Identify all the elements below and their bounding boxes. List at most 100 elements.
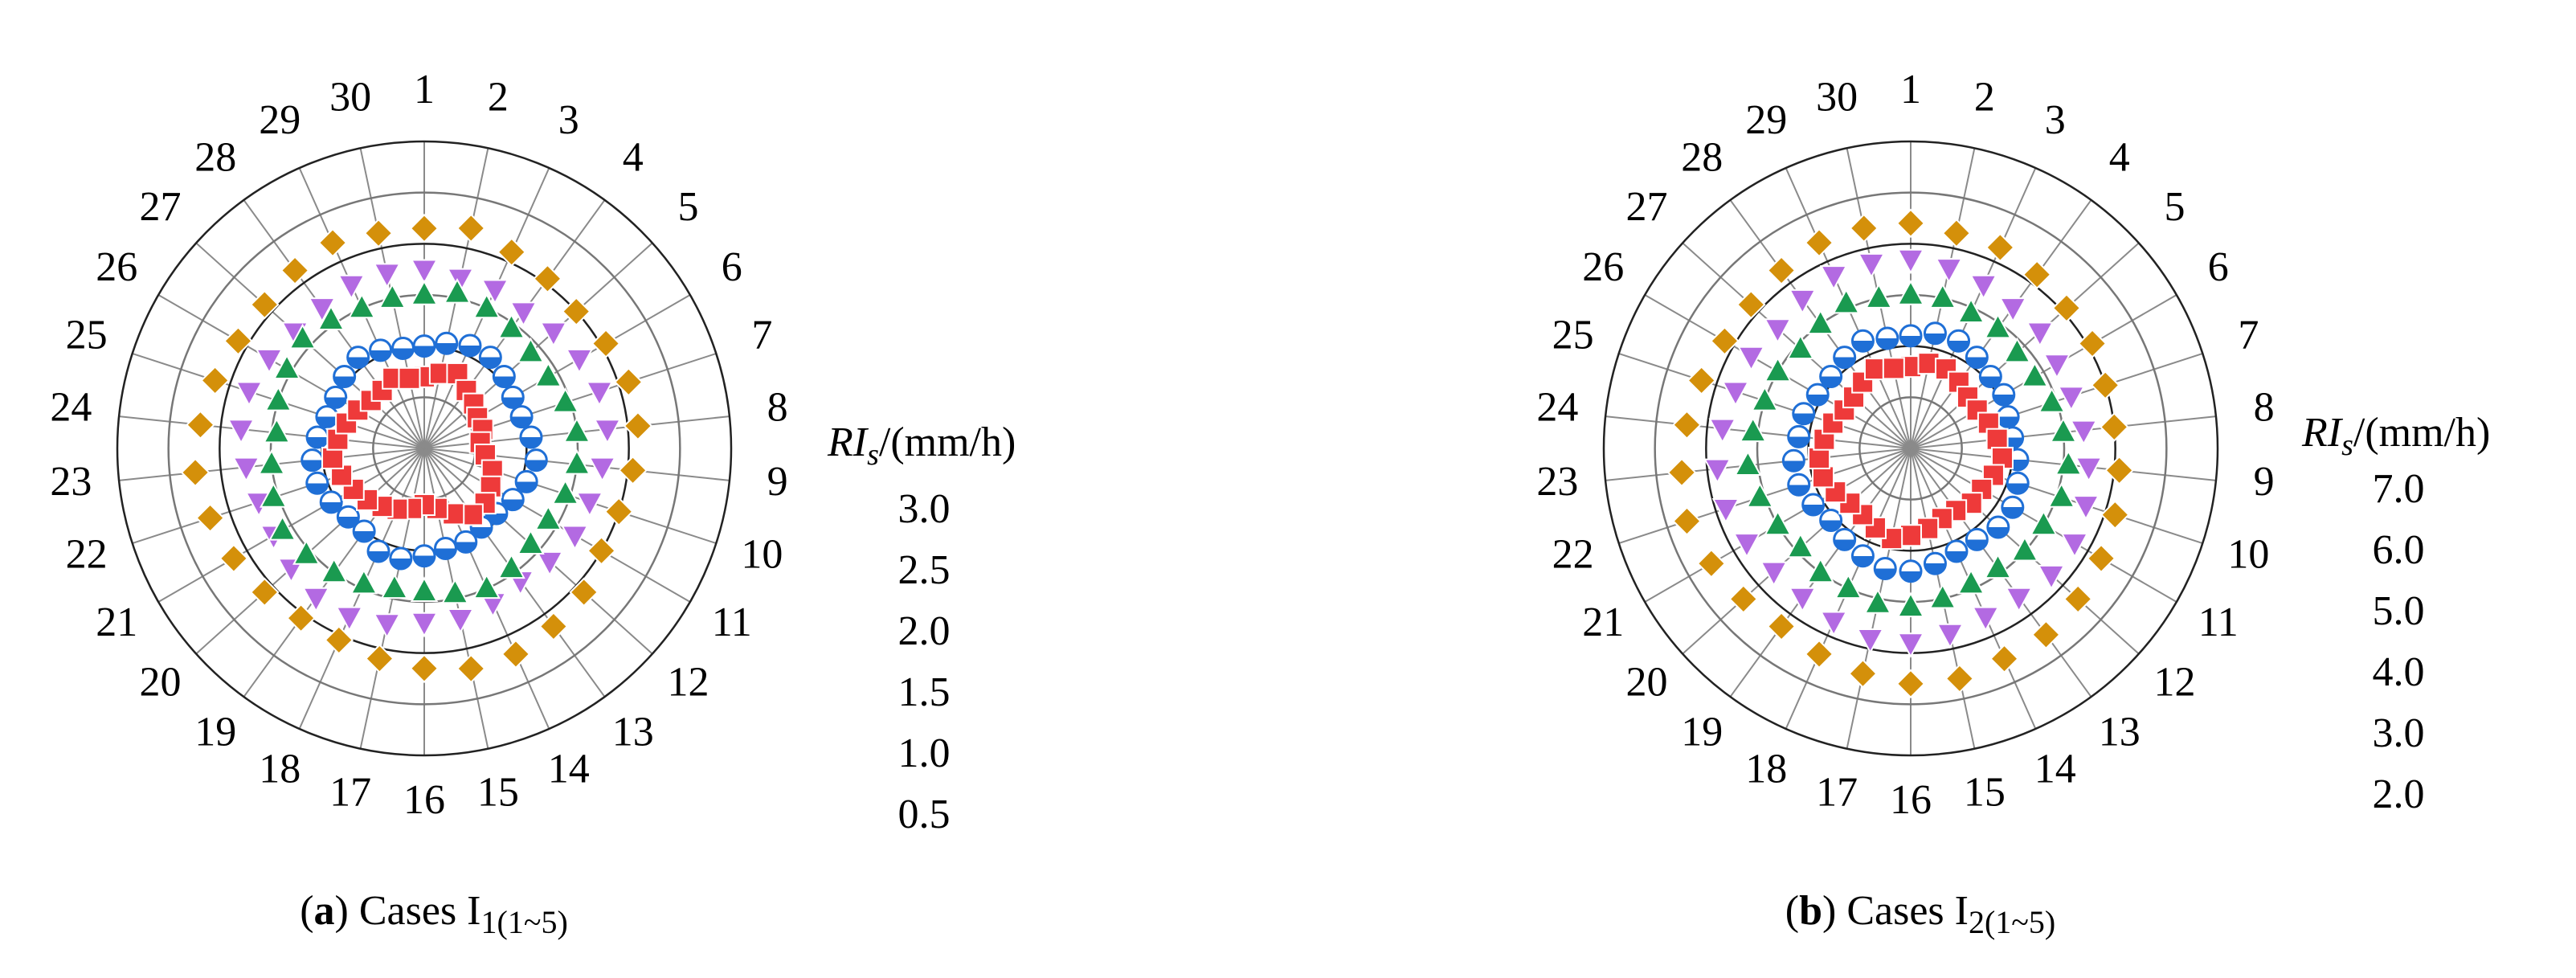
direction-label: 24	[1536, 385, 1578, 431]
marker	[1935, 258, 1963, 284]
marker	[1710, 325, 1740, 356]
direction-label: 13	[2099, 710, 2141, 755]
marker	[497, 313, 525, 339]
marker	[1992, 383, 2016, 407]
marker	[433, 537, 457, 561]
r-tick-label: 1.0	[898, 730, 951, 776]
direction-label: 16	[1890, 777, 1932, 823]
direction-label: 24	[50, 385, 92, 431]
marker	[1896, 280, 1925, 305]
marker	[288, 323, 317, 350]
marker	[1805, 383, 1830, 407]
marker	[1875, 326, 1899, 350]
r-tick-label: 5.0	[2373, 588, 2425, 634]
r-tick-label: 0.5	[898, 792, 951, 837]
direction-label: 6	[2208, 244, 2229, 290]
direction-label: 27	[140, 184, 182, 230]
polar-chart: 7.06.05.04.03.02.01 234567891011121314151…	[1536, 67, 2490, 940]
marker	[1947, 329, 1971, 353]
marker	[348, 293, 376, 319]
r-tick-label: 3.0	[898, 486, 951, 532]
marker	[378, 283, 407, 309]
marker	[1895, 208, 1926, 239]
marker	[1848, 658, 1878, 689]
ring	[167, 191, 681, 706]
direction-label: 1	[1900, 67, 1921, 113]
marker	[565, 348, 594, 374]
marker	[446, 608, 475, 634]
marker	[1672, 506, 1702, 536]
marker	[350, 568, 378, 595]
marker	[551, 479, 579, 505]
marker	[1944, 539, 1969, 563]
marker	[1788, 288, 1817, 315]
direction-label: 23	[50, 459, 92, 505]
marker	[1998, 297, 2027, 323]
direction-label: 20	[1626, 660, 1668, 706]
marker	[2069, 419, 2098, 446]
marker	[366, 539, 390, 563]
marker	[391, 336, 415, 360]
marker	[1971, 606, 2000, 632]
direction-label: 25	[1552, 312, 1594, 358]
marker	[1788, 587, 1817, 613]
marker	[1819, 508, 1843, 532]
r-axis-label-unit: /(mm/h)	[2353, 410, 2490, 456]
marker	[389, 546, 413, 571]
direction-label: 23	[1536, 459, 1578, 505]
marker	[336, 505, 360, 529]
direction-label: 21	[96, 599, 137, 645]
marker	[1806, 557, 1835, 583]
direction-label: 6	[722, 244, 742, 290]
marker	[410, 259, 439, 285]
marker	[2031, 620, 2061, 650]
marker	[2090, 370, 2120, 400]
marker	[460, 503, 484, 526]
marker	[1739, 416, 1767, 443]
marker	[235, 381, 264, 407]
direction-label: 5	[677, 184, 698, 230]
marker	[286, 603, 316, 633]
marker	[1806, 309, 1835, 335]
marker	[412, 334, 436, 358]
marker	[2049, 417, 2078, 443]
marker	[324, 385, 348, 409]
marker	[180, 457, 211, 488]
r-tick-label: 2.5	[898, 547, 951, 593]
marker	[501, 488, 525, 512]
marker	[587, 536, 616, 566]
marker	[1957, 297, 1985, 324]
direction-label: 2	[488, 75, 509, 121]
marker	[1760, 561, 1788, 587]
r-tick-label: 4.0	[2373, 649, 2425, 695]
direction-label: 14	[2034, 747, 2076, 792]
marker	[618, 455, 648, 485]
caption: (b) Cases I2(1~5)	[1785, 888, 2056, 940]
marker	[1873, 556, 1897, 580]
marker	[337, 274, 366, 301]
marker	[195, 503, 225, 533]
marker	[575, 492, 604, 518]
marker	[514, 469, 538, 493]
marker	[317, 305, 346, 331]
marker	[315, 405, 339, 429]
direction-label: 28	[194, 134, 236, 180]
marker	[478, 346, 502, 370]
marker	[1819, 365, 1843, 389]
marker	[454, 530, 478, 554]
marker	[2042, 354, 2071, 379]
direction-label: 12	[2153, 660, 2195, 706]
marker	[613, 367, 644, 397]
marker	[2099, 412, 2129, 442]
marker	[319, 490, 343, 514]
marker	[446, 268, 475, 294]
marker	[1751, 385, 1779, 411]
marker	[320, 557, 349, 583]
marker	[223, 325, 253, 356]
marker	[561, 297, 591, 326]
marker	[1899, 324, 1923, 348]
marker	[410, 576, 439, 602]
marker	[409, 213, 440, 243]
marker	[1989, 644, 2019, 674]
marker	[301, 587, 330, 613]
